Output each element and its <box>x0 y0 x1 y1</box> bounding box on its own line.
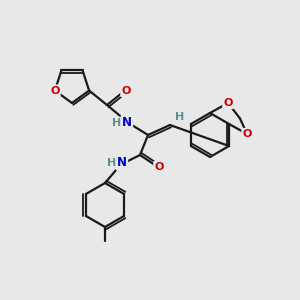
Text: O: O <box>242 129 252 139</box>
Text: N: N <box>122 116 132 128</box>
Text: O: O <box>154 162 164 172</box>
Text: H: H <box>112 118 122 128</box>
Text: N: N <box>117 157 127 169</box>
Text: O: O <box>223 98 233 108</box>
Text: O: O <box>50 85 60 96</box>
Text: H: H <box>107 158 117 168</box>
Text: H: H <box>176 112 184 122</box>
Text: O: O <box>121 86 131 96</box>
